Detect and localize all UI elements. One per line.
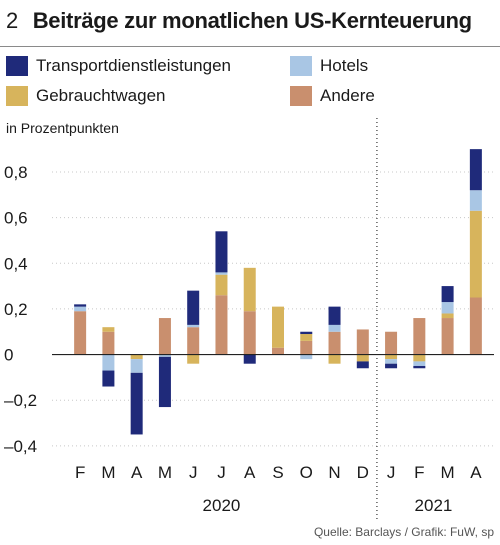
bar-segment-hotels	[187, 324, 200, 328]
x-tick-label: O	[300, 463, 313, 482]
legend-label-used-cars: Gebrauchtwagen	[36, 86, 166, 105]
bar-segment-hotels	[158, 354, 171, 357]
bar-segment-hotels	[385, 359, 398, 364]
title-divider	[0, 46, 500, 47]
bar-segment-transport	[243, 354, 256, 364]
legend-item-other: Andere	[290, 84, 375, 108]
bar-segment-hotels	[328, 324, 341, 332]
bar-segment-transport	[385, 363, 398, 369]
bar-segment-other	[215, 295, 228, 355]
bar-segment-transport	[102, 370, 115, 387]
chart-legend: Transportdienstleistungen Hotels Gebrauc…	[0, 54, 500, 114]
y-tick-label: –0,4	[4, 437, 37, 456]
bar-segment-other	[102, 331, 115, 355]
y-tick-label: 0,2	[4, 300, 28, 319]
bar-segment-hotels	[74, 306, 87, 312]
bar-segment-other	[328, 331, 341, 355]
x-tick-label: J	[387, 463, 396, 482]
x-tick-label: M	[158, 463, 172, 482]
y-tick-label: 0	[4, 346, 13, 365]
bar-segment-hotels	[300, 354, 313, 360]
year-label: 2020	[203, 496, 241, 515]
bar-segment-transport	[187, 290, 200, 325]
bar-segment-used_cars	[413, 354, 426, 362]
bar-segment-other	[243, 311, 256, 355]
bar-segment-used_cars	[469, 210, 482, 298]
bar-segment-other	[187, 327, 200, 355]
bar-segment-transport	[158, 356, 171, 408]
x-tick-label: M	[441, 463, 455, 482]
x-tick-label: J	[189, 463, 198, 482]
bar-segment-used_cars	[187, 354, 200, 364]
bar-segment-other	[385, 331, 398, 355]
x-tick-label: M	[101, 463, 115, 482]
y-axis-unit-label: in Prozentpunkten	[6, 120, 119, 136]
y-tick-label: 0,8	[4, 163, 28, 182]
source-credit: Quelle: Barclays / Grafik: FuW, sp	[313, 525, 494, 539]
bar-segment-hotels	[215, 272, 228, 275]
bar-segment-used_cars	[130, 354, 143, 360]
y-tick-label: 0,4	[4, 254, 28, 273]
bar-segment-other	[158, 318, 171, 355]
bar-segment-used_cars	[102, 327, 115, 332]
bar-segment-transport	[469, 149, 482, 191]
x-tick-label: A	[470, 463, 482, 482]
bar-segment-transport	[215, 231, 228, 273]
legend-label-transport: Transportdienstleistungen	[36, 56, 231, 75]
x-tick-label: S	[272, 463, 283, 482]
bar-segment-transport	[74, 304, 87, 307]
bar-segment-transport	[441, 286, 454, 303]
bar-segment-transport	[356, 361, 369, 369]
legend-item-used-cars: Gebrauchtwagen	[6, 84, 165, 108]
x-tick-label: N	[328, 463, 340, 482]
x-tick-label: J	[217, 463, 226, 482]
legend-label-hotels: Hotels	[320, 56, 369, 75]
x-tick-label: F	[75, 463, 85, 482]
bar-segment-used_cars	[441, 313, 454, 319]
bar-segment-transport	[300, 331, 313, 335]
legend-swatch-hotels	[290, 56, 312, 76]
bar-segment-hotels	[102, 354, 115, 371]
bar-segment-used_cars	[215, 274, 228, 296]
bar-segment-used_cars	[243, 267, 256, 312]
bar-segment-hotels	[413, 361, 426, 366]
x-tick-label: A	[131, 463, 143, 482]
bar-segment-used_cars	[356, 354, 369, 362]
legend-item-hotels: Hotels	[290, 54, 368, 78]
chart-header: 2 Beiträge zur monatlichen US-Kernteueru…	[6, 8, 472, 38]
figure-number: 2	[6, 8, 19, 33]
bar-segment-hotels	[441, 302, 454, 314]
bar-segment-transport	[328, 306, 341, 325]
x-tick-label: D	[357, 463, 369, 482]
bar-segment-other	[469, 297, 482, 355]
bar-segment-hotels	[469, 190, 482, 211]
legend-label-other: Andere	[320, 86, 375, 105]
bar-segment-used_cars	[272, 306, 284, 348]
bar-segment-other	[356, 329, 369, 355]
bar-segment-transport	[130, 372, 143, 435]
legend-item-transport: Transportdienstleistungen	[6, 54, 231, 78]
legend-swatch-used-cars	[6, 86, 28, 106]
bar-segment-transport	[413, 365, 426, 369]
bar-segment-other	[413, 318, 426, 355]
x-tick-label: A	[244, 463, 256, 482]
chart-title: Beiträge zur monatlichen US-Kernteuerung	[32, 8, 472, 33]
bar-segment-other	[300, 340, 313, 355]
bar-segment-other	[272, 347, 284, 355]
bar-segment-used_cars	[300, 334, 313, 341]
year-label: 2021	[415, 496, 453, 515]
bar-segment-other	[74, 311, 87, 355]
bar-segment-used_cars	[385, 354, 398, 360]
bar-segment-used_cars	[328, 354, 341, 364]
x-tick-label: F	[414, 463, 424, 482]
legend-swatch-transport	[6, 56, 28, 76]
y-tick-label: –0,2	[4, 391, 37, 410]
bar-segment-hotels	[130, 359, 143, 373]
y-tick-label: 0,6	[4, 209, 28, 228]
legend-swatch-other	[290, 86, 312, 106]
bar-segment-other	[441, 318, 454, 355]
